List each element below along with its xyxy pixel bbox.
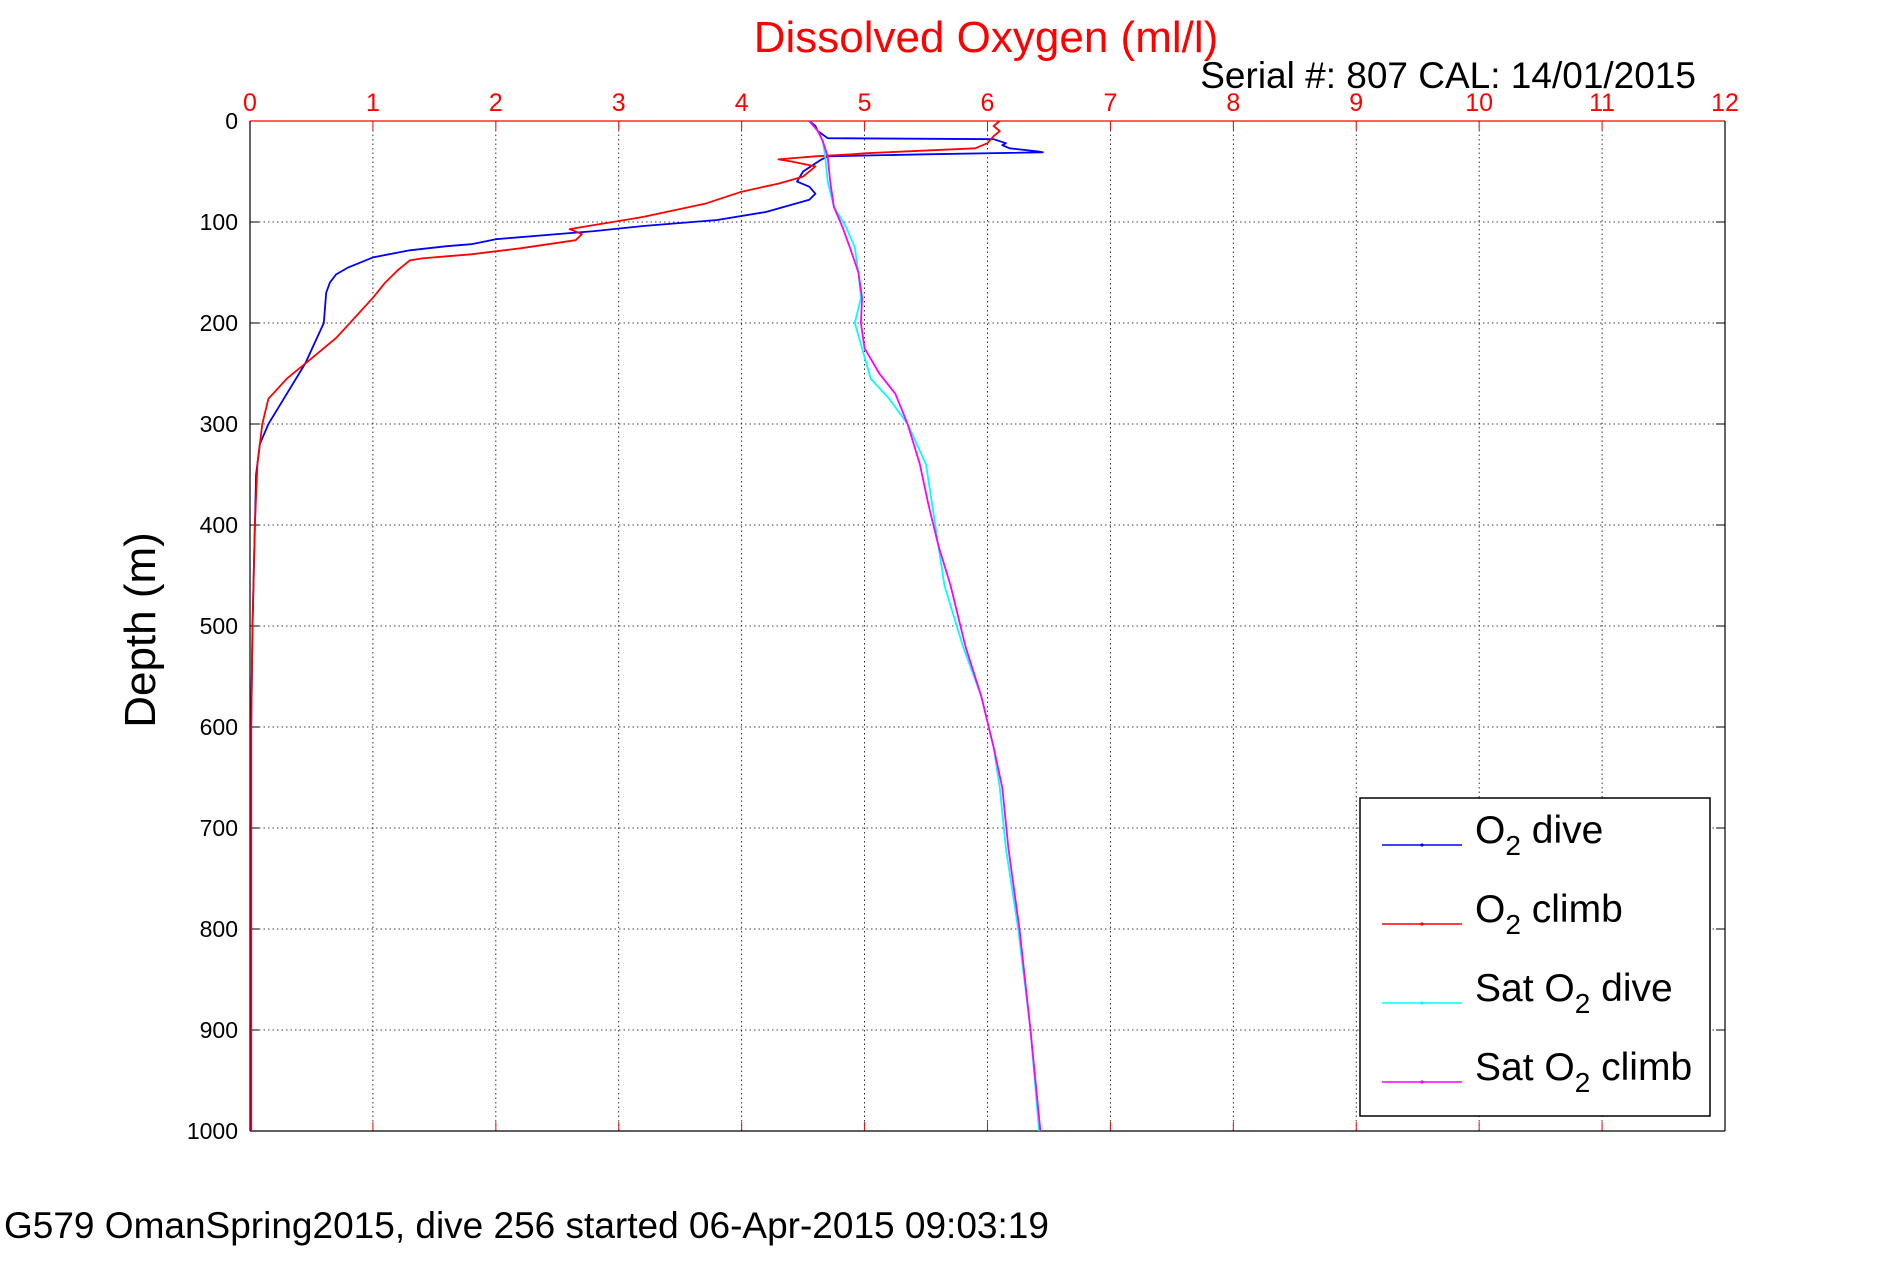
legend-marker-sat-o2-dive	[1420, 1001, 1424, 1005]
chart-subtitle: Serial #: 807 CAL: 14/01/2015	[1200, 55, 1696, 96]
x-tick-label: 2	[489, 89, 503, 117]
axes	[249, 120, 1726, 1132]
chart-title: Dissolved Oxygen (ml/l)	[754, 13, 1219, 62]
y-tick-label: 600	[200, 714, 238, 740]
series-line-sat-o2-climb	[808, 120, 1042, 1132]
x-tick-labels: 0 1 2 3 4 5 6 7 8 9 10 11 12	[243, 89, 1739, 117]
x-tick-label: 11	[1589, 89, 1615, 117]
legend-marker-sat-o2-climb	[1420, 1080, 1424, 1084]
legend-marker-o2-climb	[1420, 922, 1424, 926]
y-tick-label: 100	[200, 209, 238, 235]
y-tick-label: 900	[200, 1017, 238, 1043]
series-group	[250, 120, 1044, 1132]
series-line-o2-climb	[250, 120, 1001, 1131]
x-tick-label: 5	[858, 89, 872, 117]
legend-label-o2-dive: O2 dive	[1475, 809, 1603, 861]
x-tick-label: 4	[735, 89, 749, 117]
x-tick-label: 7	[1103, 89, 1117, 117]
series-line-o2-dive	[250, 120, 1044, 1131]
y-tick-label: 800	[200, 916, 238, 942]
x-tick-label: 6	[981, 89, 995, 117]
y-tick-label: 1000	[187, 1118, 238, 1144]
y-tick-label: 300	[200, 411, 238, 437]
footer-text: G579 OmanSpring2015, dive 256 started 06…	[4, 1205, 1049, 1246]
legend-label-o2-climb: O2 climb	[1475, 888, 1623, 940]
y-tick-label: 0	[225, 108, 238, 134]
legend-marker-o2-dive	[1420, 843, 1424, 847]
y-tick-label: 500	[200, 613, 238, 639]
x-tick-label: 0	[243, 89, 257, 117]
series-line-sat-o2-dive	[808, 120, 1040, 1132]
legend-label-sat-o2-dive: Sat O2 dive	[1475, 967, 1673, 1019]
y-axis-label: Depth (m)	[116, 532, 165, 728]
y-tick-label: 700	[200, 815, 238, 841]
y-tick-label: 200	[200, 310, 238, 336]
legend-box	[1359, 797, 1711, 1117]
x-tick-label: 1	[366, 89, 380, 117]
x-tick-label: 9	[1349, 89, 1363, 117]
x-tick-label: 3	[612, 89, 626, 117]
y-tick-labels: 0 100 200 300 400 500 600 700 800 900 1000	[187, 108, 238, 1144]
x-tick-label: 12	[1711, 89, 1739, 117]
legend-label-sat-o2-climb: Sat O2 climb	[1475, 1046, 1692, 1098]
legend: O2 dive O2 climb Sat O2 dive Sat O2 climb	[1359, 797, 1711, 1117]
x-tick-label: 10	[1465, 89, 1493, 117]
x-tick-label: 8	[1226, 89, 1240, 117]
y-tick-label: 400	[200, 512, 238, 538]
